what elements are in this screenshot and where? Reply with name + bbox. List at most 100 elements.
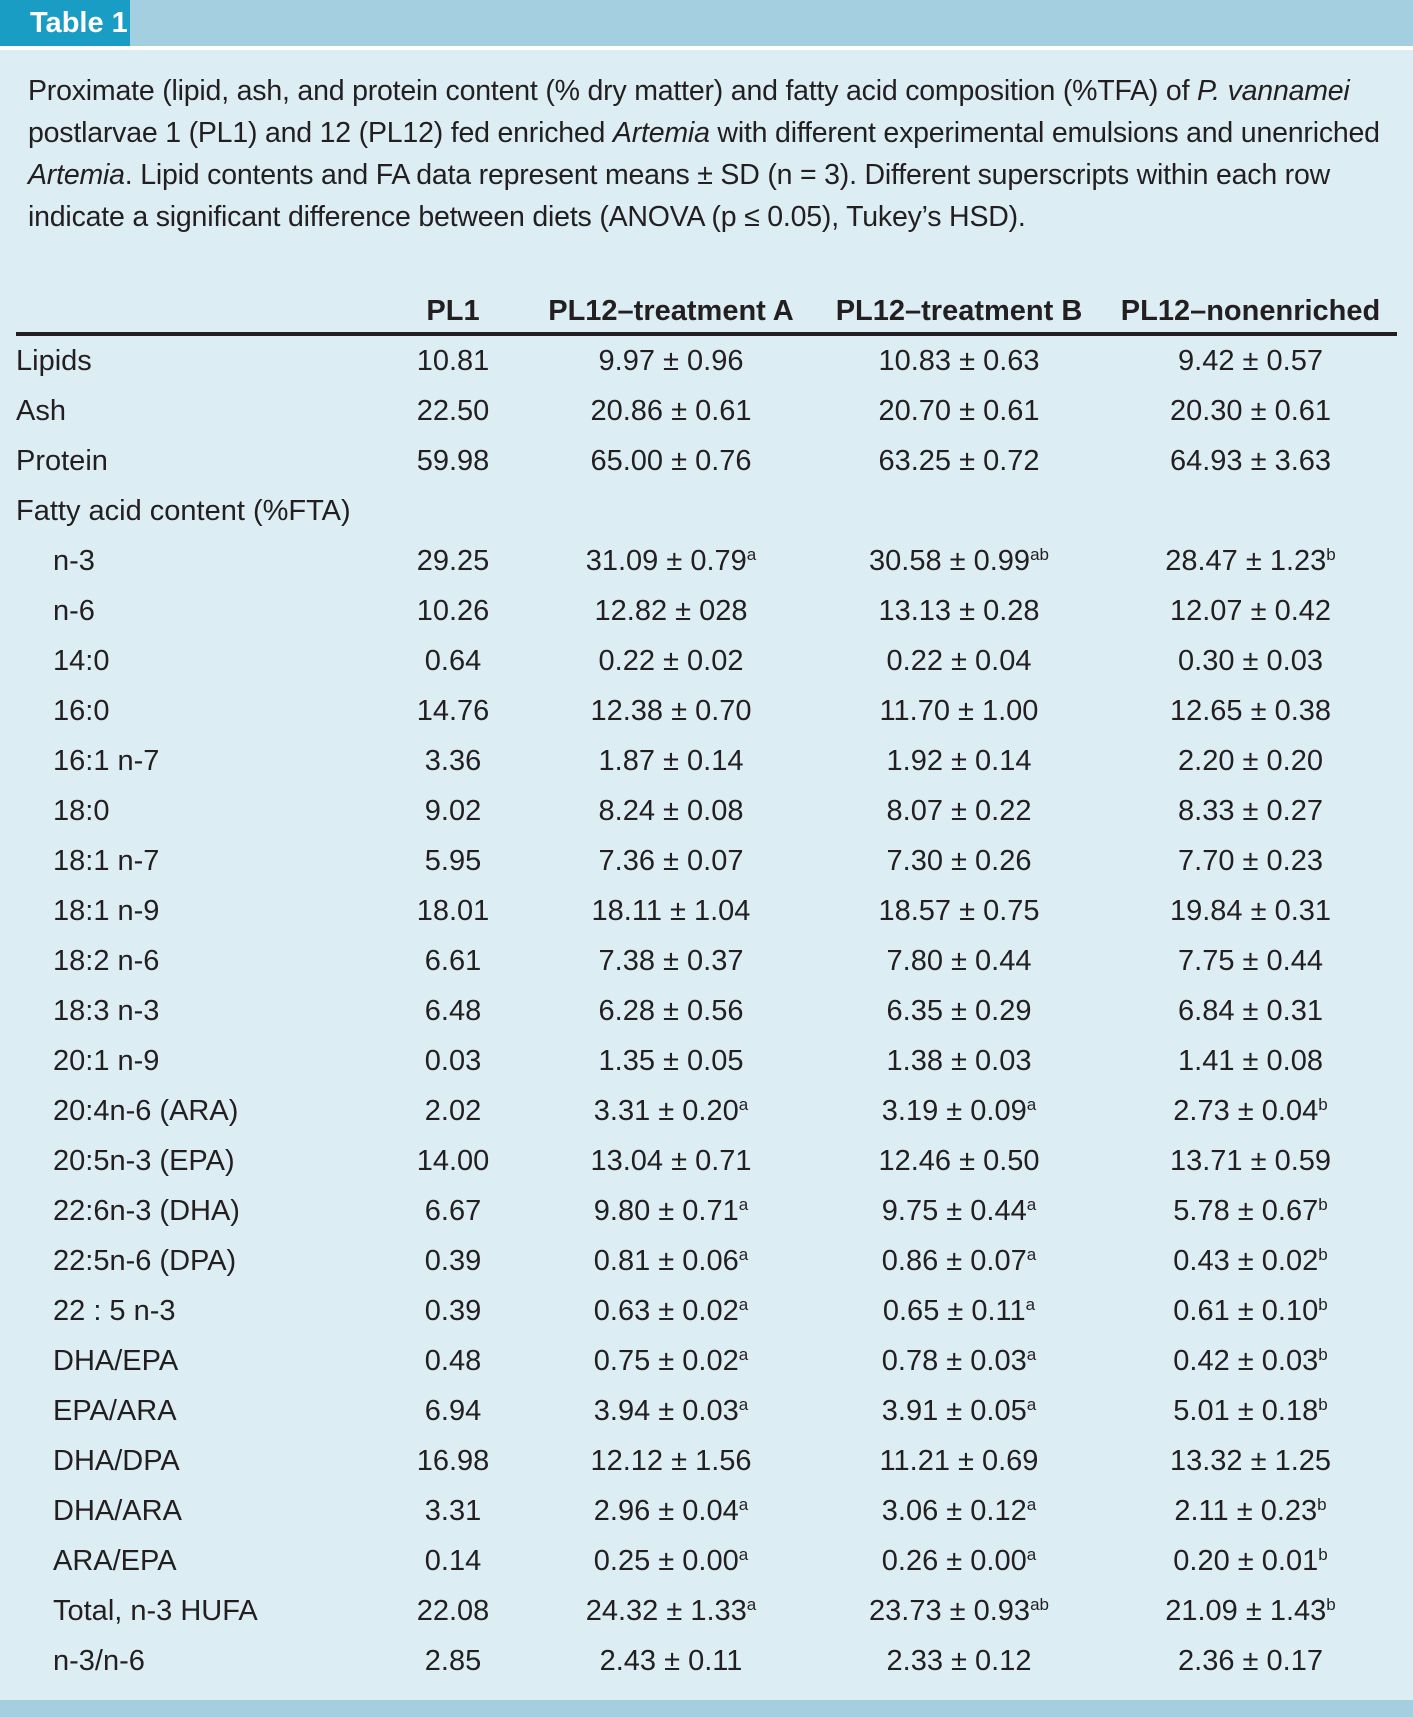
table-cell	[528, 486, 814, 536]
table-row: n-6 10.26 12.82 ± 028 13.13 ± 0.28 12.07 ± 0…	[16, 586, 1397, 636]
cell-value: 18.01	[416, 894, 490, 927]
table-cell: 1.35 ± 0.05	[528, 1036, 814, 1086]
table-cell: 3.31	[378, 1486, 528, 1536]
table-cell: 9.75 ± 0.44a	[814, 1186, 1104, 1236]
table-cell: 0.43 ± 0.02b	[1104, 1236, 1397, 1286]
significance-superscript: a	[738, 1094, 749, 1114]
table-cell: 9.42 ± 0.57	[1104, 334, 1397, 386]
significance-superscript: b	[1318, 1294, 1328, 1314]
cell-value: 0.78 ± 0.03	[881, 1344, 1027, 1377]
table-cell: 9.02	[378, 786, 528, 836]
row-label: n-3/n-6	[53, 1644, 145, 1677]
cell-value: 20.86 ± 0.61	[590, 394, 752, 427]
table-cell: 7.36 ± 0.07	[528, 836, 814, 886]
significance-superscript: a	[1026, 1344, 1037, 1364]
caption-text: postlarvae 1 (PL1) and 12 (PL12) fed enr…	[28, 117, 613, 149]
table-cell: 21.09 ± 1.43b	[1104, 1586, 1397, 1636]
row-label: Total, n-3 HUFA	[53, 1594, 258, 1627]
cell-value: 12.65 ± 0.38	[1169, 694, 1332, 727]
cell-value: 31.09 ± 0.79	[585, 544, 747, 577]
table-row: 22 : 5 n-3 0.39 0.63 ± 0.02a 0.65 ± 0.11a 0.…	[16, 1286, 1397, 1336]
table-cell: 14.00	[378, 1136, 528, 1186]
row-label: 16:1 n-7	[53, 744, 160, 777]
cell-value: 16.98	[416, 1444, 490, 1477]
cell-value: 1.38 ± 0.03	[886, 1044, 1032, 1077]
table-cell: 10.83 ± 0.63	[814, 334, 1104, 386]
cell-value: 65.00 ± 0.76	[590, 444, 752, 477]
cell-value: 0.86 ± 0.07	[881, 1244, 1027, 1277]
cell-value: 12.38 ± 0.70	[590, 694, 752, 727]
cell-value: 7.80 ± 0.44	[886, 944, 1032, 977]
cell-value: 0.42 ± 0.03	[1173, 1344, 1319, 1377]
table-cell: 0.64	[378, 636, 528, 686]
table-row: 20:5n-3 (EPA) 14.00 13.04 ± 0.71 12.46 ± 0.…	[16, 1136, 1397, 1186]
row-label: 18:1 n-7	[53, 844, 160, 877]
significance-superscript: b	[1318, 1344, 1328, 1364]
table-row: Fatty acid content (%FTA)	[16, 486, 1397, 536]
cell-value: 8.24 ± 0.08	[598, 794, 744, 827]
table-cell: 9.80 ± 0.71a	[528, 1186, 814, 1236]
table-cell: 1.92 ± 0.14	[814, 736, 1104, 786]
cell-value: 2.33 ± 0.12	[886, 1644, 1032, 1677]
table-cell: 13.13 ± 0.28	[814, 586, 1104, 636]
table-cell: 8.07 ± 0.22	[814, 786, 1104, 836]
cell-value: 7.36 ± 0.07	[598, 844, 744, 877]
cell-value: 0.30 ± 0.03	[1178, 644, 1323, 677]
cell-value: 9.80 ± 0.71	[593, 1194, 739, 1227]
table-cell: 6.84 ± 0.31	[1104, 986, 1397, 1036]
column-header: PL1	[378, 276, 528, 336]
table-cell: 2.96 ± 0.04a	[528, 1486, 814, 1536]
column-header	[16, 276, 378, 336]
table-row: n-3 29.25 31.09 ± 0.79a 30.58 ± 0.99ab 28.47…	[16, 536, 1397, 586]
cell-value: 5.95	[424, 844, 482, 877]
cell-value: 0.14	[424, 1544, 482, 1577]
table-cell: 2.73 ± 0.04b	[1104, 1086, 1397, 1136]
table-cell: 3.94 ± 0.03a	[528, 1386, 814, 1436]
table-cell: 0.61 ± 0.10b	[1104, 1286, 1397, 1336]
cell-value: 2.02	[424, 1094, 482, 1127]
table-cell: 0.22 ± 0.04	[814, 636, 1104, 686]
column-header: PL12–treatment A	[528, 276, 814, 336]
cell-value: 0.22 ± 0.04	[886, 644, 1032, 677]
cell-value: 12.07 ± 0.42	[1169, 594, 1332, 627]
cell-value: 19.84 ± 0.31	[1169, 894, 1332, 927]
header-rule	[0, 46, 1413, 50]
cell-value: 11.70 ± 1.00	[879, 694, 1039, 727]
cell-value: 0.20 ± 0.01	[1173, 1544, 1319, 1577]
table-cell: 1.87 ± 0.14	[528, 736, 814, 786]
table-cell: 7.38 ± 0.37	[528, 936, 814, 986]
table-cell: 13.32 ± 1.25	[1104, 1436, 1397, 1486]
table-row: 20:4n-6 (ARA) 2.02 3.31 ± 0.20a 3.19 ± 0.09…	[16, 1086, 1397, 1136]
cell-value: 13.04 ± 0.71	[590, 1144, 752, 1177]
cell-value: 3.91 ± 0.05	[881, 1394, 1027, 1427]
cell-value: 6.35 ± 0.29	[886, 994, 1032, 1027]
table-row: EPA/ARA 6.94 3.94 ± 0.03a 3.91 ± 0.05a 5.01 …	[16, 1386, 1397, 1436]
cell-value: 2.43 ± 0.11	[599, 1644, 743, 1677]
table-cell: 0.75 ± 0.02a	[528, 1336, 814, 1386]
cell-value: 7.30 ± 0.26	[886, 844, 1032, 877]
table-cell: 12.46 ± 0.50	[814, 1136, 1104, 1186]
row-label: 20:5n-3 (EPA)	[53, 1144, 235, 1177]
cell-value: 12.82 ± 028	[594, 594, 748, 627]
cell-value: 2.36 ± 0.17	[1178, 1644, 1323, 1677]
table-row: DHA/ARA 3.31 2.96 ± 0.04a 3.06 ± 0.12a 2.11 …	[16, 1486, 1397, 1536]
cell-value: 29.25	[416, 544, 490, 577]
caption-species: P. vannamei	[1197, 75, 1350, 107]
row-label: 16:0	[53, 694, 110, 727]
table-cell: 65.00 ± 0.76	[528, 436, 814, 486]
cell-value: 9.42 ± 0.57	[1178, 344, 1323, 377]
cell-value: 20.70 ± 0.61	[878, 394, 1040, 427]
table-row: 20:1 n-9 0.03 1.35 ± 0.05 1.38 ± 0.03 1.41 ±…	[16, 1036, 1397, 1086]
header-band	[0, 0, 1413, 46]
table-cell: 3.91 ± 0.05a	[814, 1386, 1104, 1436]
table-cell: 2.11 ± 0.23b	[1104, 1486, 1397, 1536]
significance-superscript: a	[1026, 1194, 1037, 1214]
table-row: 14:0 0.64 0.22 ± 0.02 0.22 ± 0.04 0.30 ± 0.0…	[16, 636, 1397, 686]
cell-value: 6.48	[424, 994, 482, 1027]
cell-value: 64.93 ± 3.63	[1169, 444, 1332, 477]
table-cell: 2.20 ± 0.20	[1104, 736, 1397, 786]
table-cell: 1.38 ± 0.03	[814, 1036, 1104, 1086]
table-cell: 7.30 ± 0.26	[814, 836, 1104, 886]
significance-superscript: a	[1026, 1244, 1037, 1264]
table-cell: 7.75 ± 0.44	[1104, 936, 1397, 986]
